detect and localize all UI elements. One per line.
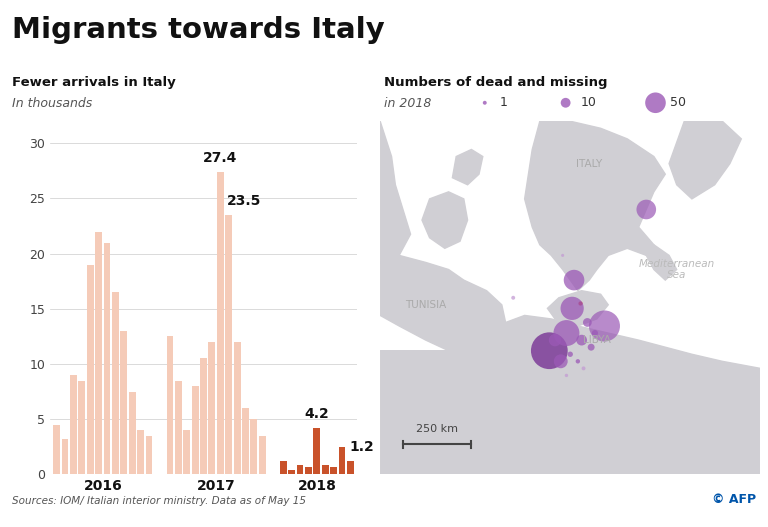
Bar bbox=[145, 436, 152, 474]
Bar bbox=[208, 342, 215, 474]
Bar bbox=[87, 265, 94, 474]
Bar bbox=[339, 447, 346, 474]
Point bbox=[554, 357, 567, 366]
Text: Mediterranean
Sea: Mediterranean Sea bbox=[638, 259, 715, 280]
Bar bbox=[175, 380, 182, 474]
Point bbox=[561, 329, 573, 337]
Text: LIBYA: LIBYA bbox=[583, 335, 611, 345]
Bar bbox=[280, 461, 286, 474]
Bar bbox=[313, 428, 320, 474]
Text: TUNISIA: TUNISIA bbox=[406, 300, 446, 310]
Bar bbox=[200, 358, 207, 474]
Text: 23.5: 23.5 bbox=[227, 194, 261, 208]
Text: Fewer arrivals in Italy: Fewer arrivals in Italy bbox=[12, 76, 175, 90]
Point bbox=[581, 318, 594, 327]
Bar bbox=[137, 430, 144, 474]
Bar bbox=[129, 392, 136, 474]
Polygon shape bbox=[669, 121, 741, 199]
Text: ITALY: ITALY bbox=[576, 159, 602, 169]
Text: 1.2: 1.2 bbox=[349, 440, 375, 454]
Bar bbox=[53, 425, 60, 474]
Point bbox=[649, 99, 661, 107]
Point bbox=[564, 350, 576, 358]
Polygon shape bbox=[646, 245, 677, 280]
Polygon shape bbox=[548, 291, 608, 326]
Bar bbox=[322, 465, 329, 474]
Text: 4.2: 4.2 bbox=[304, 407, 329, 421]
Bar bbox=[330, 466, 337, 474]
Polygon shape bbox=[452, 150, 483, 185]
Point bbox=[571, 357, 584, 366]
Polygon shape bbox=[525, 121, 665, 291]
Point bbox=[640, 205, 652, 214]
Bar bbox=[217, 172, 223, 474]
Text: 50: 50 bbox=[670, 96, 687, 109]
Text: 1: 1 bbox=[500, 96, 508, 109]
Polygon shape bbox=[380, 256, 505, 351]
Point bbox=[598, 322, 611, 330]
Bar bbox=[112, 292, 119, 474]
Text: in 2018: in 2018 bbox=[384, 97, 432, 111]
Text: Numbers of dead and missing: Numbers of dead and missing bbox=[384, 76, 607, 90]
Point bbox=[478, 99, 491, 107]
Point bbox=[585, 343, 598, 352]
Point bbox=[574, 299, 586, 307]
Bar bbox=[104, 242, 111, 474]
Bar bbox=[61, 439, 68, 474]
Bar bbox=[250, 419, 257, 474]
Text: In thousands: In thousands bbox=[12, 97, 91, 111]
Bar bbox=[347, 461, 354, 474]
Text: 27.4: 27.4 bbox=[203, 151, 237, 165]
Point bbox=[568, 276, 580, 284]
Bar bbox=[288, 470, 295, 474]
Text: 250 km: 250 km bbox=[416, 424, 458, 434]
Point bbox=[559, 99, 571, 107]
Text: Migrants towards Italy: Migrants towards Italy bbox=[12, 16, 384, 44]
Bar bbox=[225, 215, 232, 474]
Bar bbox=[70, 375, 77, 474]
Bar bbox=[95, 231, 102, 474]
Text: 10: 10 bbox=[581, 96, 597, 109]
Text: © AFP: © AFP bbox=[713, 493, 756, 506]
Point bbox=[561, 371, 573, 379]
Polygon shape bbox=[380, 121, 411, 262]
Point bbox=[507, 294, 519, 302]
Polygon shape bbox=[422, 192, 468, 248]
Bar bbox=[121, 331, 127, 474]
Bar bbox=[242, 408, 249, 474]
Point bbox=[543, 347, 555, 355]
Point bbox=[578, 364, 590, 373]
Polygon shape bbox=[380, 315, 760, 474]
Point bbox=[557, 251, 569, 260]
Bar bbox=[78, 380, 85, 474]
Bar bbox=[184, 430, 190, 474]
Bar bbox=[192, 386, 199, 474]
Bar bbox=[305, 466, 312, 474]
Point bbox=[575, 336, 588, 344]
Bar bbox=[296, 465, 303, 474]
Point bbox=[549, 336, 561, 344]
Point bbox=[589, 329, 601, 337]
Bar bbox=[259, 436, 266, 474]
Text: Sources: IOM/ Italian interior ministry. Data as of May 15: Sources: IOM/ Italian interior ministry.… bbox=[12, 496, 306, 506]
Bar bbox=[233, 342, 240, 474]
Bar bbox=[167, 336, 174, 474]
Point bbox=[566, 304, 578, 313]
